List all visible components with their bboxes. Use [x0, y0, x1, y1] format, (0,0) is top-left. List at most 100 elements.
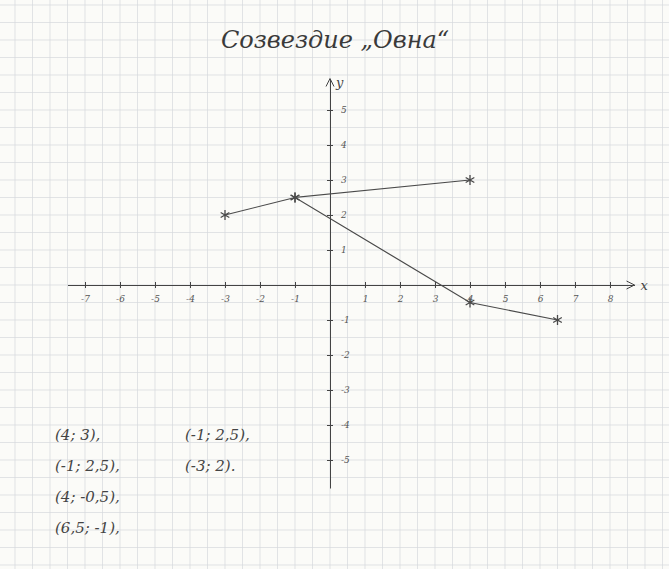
x-tick-mark	[435, 282, 436, 288]
paper-line	[0, 215, 669, 216]
coordinate-note: (4; -0,5),	[55, 488, 120, 506]
paper-line	[0, 565, 669, 566]
x-tick-mark	[155, 282, 156, 288]
paper-line	[120, 0, 121, 569]
paper-line	[172, 0, 173, 569]
paper-line	[295, 0, 296, 569]
y-arrow	[326, 79, 334, 87]
constellation-line	[225, 198, 295, 216]
x-tick-label: 8	[608, 294, 614, 304]
x-tick-label: -4	[186, 294, 195, 304]
paper-line	[67, 0, 68, 569]
y-axis: -5-4-3-2-112345	[327, 79, 350, 489]
chart: Созвездие „Овна“-7-6-5-4-3-2-112345678-5…	[0, 0, 669, 569]
x-tick: -6	[116, 282, 125, 304]
y-tick: -4	[327, 420, 350, 430]
paper-line	[0, 22, 669, 23]
paper-line	[0, 197, 669, 198]
paper-line	[85, 0, 86, 569]
star	[291, 193, 300, 203]
annotations: (4; 3),(-1; 2,5),(4; -0,5),(6,5; -1),(-1…	[55, 426, 250, 537]
x-tick-label: -1	[291, 294, 300, 304]
y-axis-line	[330, 79, 331, 489]
paper-line	[452, 0, 453, 569]
x-tick-label: -3	[221, 294, 230, 304]
y-tick-mark	[327, 320, 333, 321]
coordinate-note: (-3; 2).	[185, 457, 235, 475]
paper-line	[0, 92, 669, 93]
x-arrow	[627, 281, 635, 289]
paper-line	[0, 337, 669, 338]
paper-line	[0, 285, 669, 286]
paper-line	[190, 0, 191, 569]
paper-line	[50, 0, 51, 569]
paper-line	[0, 57, 669, 58]
x-tick: -4	[186, 282, 195, 304]
paper-line	[15, 0, 16, 569]
paper-line	[557, 0, 558, 569]
y-tick-label: 5	[341, 105, 347, 115]
y-tick: 5	[327, 105, 347, 115]
x-tick-mark	[540, 282, 541, 288]
x-tick-mark	[610, 282, 611, 288]
y-tick-mark	[327, 355, 333, 356]
x-tick-mark	[120, 282, 121, 288]
x-tick: -5	[151, 282, 160, 304]
paper-line	[365, 0, 366, 569]
paper-line	[417, 0, 418, 569]
paper-line	[0, 232, 669, 233]
paper-line	[260, 0, 261, 569]
paper-line	[0, 320, 669, 321]
x-tick: -2	[256, 282, 265, 304]
paper-line	[32, 0, 33, 569]
paper-line	[0, 162, 669, 163]
paper-line	[575, 0, 576, 569]
y-tick-label: -4	[341, 420, 350, 430]
paper-line	[330, 0, 331, 569]
x-tick-label: -5	[151, 294, 160, 304]
x-tick-mark	[470, 282, 471, 288]
x-tick-label: 1	[363, 294, 369, 304]
paper-line	[0, 180, 669, 181]
x-tick: 8	[608, 282, 614, 304]
x-tick-label: -6	[116, 294, 125, 304]
paper-line	[400, 0, 401, 569]
constellation-line	[295, 180, 558, 320]
x-tick-mark	[85, 282, 86, 288]
x-tick: -1	[291, 282, 300, 304]
coordinate-note: (-1; 2,5),	[185, 426, 250, 444]
y-tick-label: -2	[341, 350, 350, 360]
y-tick: 3	[327, 175, 347, 185]
y-tick-label: -3	[341, 385, 350, 395]
paper-line	[505, 0, 506, 569]
paper-line	[242, 0, 243, 569]
paper-line	[0, 512, 669, 513]
coordinate-note: (4; 3),	[55, 426, 100, 444]
paper	[0, 0, 669, 569]
star	[466, 175, 475, 185]
y-tick-mark	[327, 250, 333, 251]
paper-line	[540, 0, 541, 569]
x-tick-mark	[190, 282, 191, 288]
y-tick: 1	[327, 245, 347, 255]
x-tick-label: 3	[433, 294, 439, 304]
x-axis-title: x	[641, 278, 649, 293]
x-tick-label: 6	[538, 294, 544, 304]
y-tick-label: 3	[341, 175, 347, 185]
star	[553, 315, 562, 325]
y-tick-mark	[327, 145, 333, 146]
star	[466, 298, 475, 308]
paper-line	[0, 267, 669, 268]
paper-line	[627, 0, 628, 569]
paper-line	[102, 0, 103, 569]
paper-line	[0, 127, 669, 128]
x-tick: -7	[81, 282, 90, 304]
star	[221, 210, 230, 220]
x-tick-label: 5	[503, 294, 509, 304]
paper-line	[155, 0, 156, 569]
paper-line	[137, 0, 138, 569]
x-tick: 1	[363, 282, 369, 304]
coordinate-note: (-1; 2,5),	[55, 457, 120, 475]
y-tick: -5	[327, 455, 350, 465]
y-tick-label: 2	[340, 210, 347, 220]
